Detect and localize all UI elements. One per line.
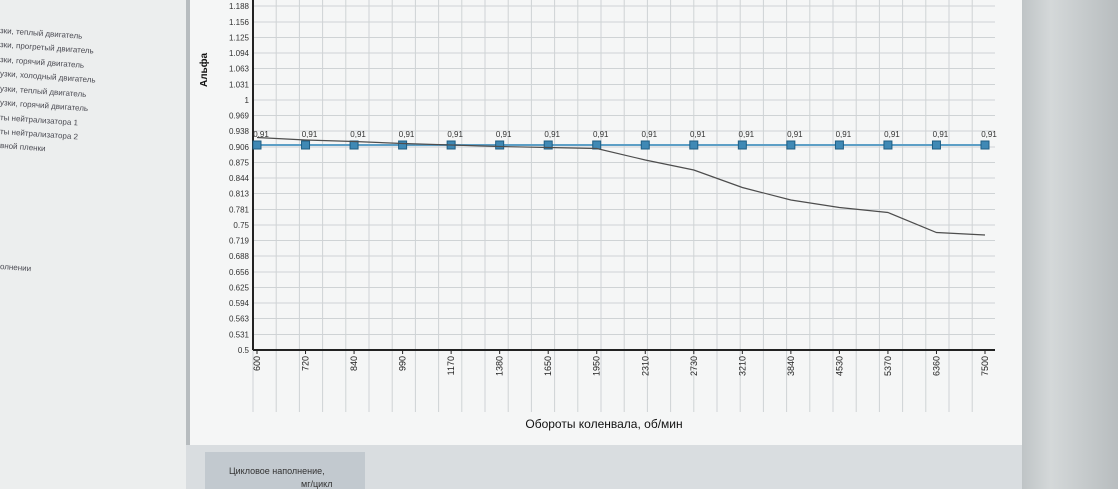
y-tick-label: 0.563 [229, 315, 250, 324]
legend-item[interactable]: зки, прогретый двигатель [0, 40, 95, 56]
legend-item[interactable]: узки, теплый двигатель [0, 84, 87, 100]
data-label: 0,91 [690, 130, 706, 139]
y-tick-label: 1.188 [229, 2, 250, 11]
y-tick-label: 0.969 [229, 112, 250, 121]
y-tick-label: 1 [245, 96, 250, 105]
data-label: 0,91 [350, 130, 366, 139]
data-label: 0,91 [641, 130, 657, 139]
x-tick-label: 4530 [834, 356, 844, 376]
data-label: 0,91 [981, 130, 997, 139]
y-tick-label: 0.5 [238, 346, 250, 355]
x-tick-label: 3210 [737, 356, 747, 376]
legend-item[interactable]: зки, теплый двигатель [0, 26, 83, 41]
panel-splitter[interactable] [186, 0, 190, 489]
y-tick-label: 0.875 [229, 159, 250, 168]
left-panel: зки, теплый двигатель зки, прогретый дви… [0, 0, 190, 489]
x-tick-label: 1950 [592, 356, 602, 376]
data-point [931, 140, 941, 150]
data-label: 0,91 [933, 130, 949, 139]
data-point [495, 140, 505, 150]
legend-note: олнении [0, 262, 32, 274]
legend-item[interactable]: ты нейтрализатора 2 [0, 127, 79, 142]
data-point [737, 140, 747, 150]
data-point [834, 140, 844, 150]
data-label: 0,91 [593, 130, 609, 139]
x-tick-label: 7500 [980, 356, 990, 376]
y-tick-label: 0.594 [229, 299, 250, 308]
y-tick-label: 0.688 [229, 252, 250, 261]
data-label: 0,91 [836, 130, 852, 139]
data-point [301, 140, 311, 150]
y-tick-label: 1.094 [229, 49, 250, 58]
data-label: 0,91 [884, 130, 900, 139]
data-point [980, 140, 990, 150]
x-tick-label: 6360 [931, 356, 941, 376]
data-label: 0,91 [302, 130, 318, 139]
y-tick-label: 0.906 [229, 143, 250, 152]
bottom-table-header-line2: мг/цикл [301, 479, 333, 489]
x-tick-label: 1170 [446, 356, 456, 375]
legend-item[interactable]: вной пленки [0, 141, 46, 154]
y-tick-label: 0.75 [233, 221, 249, 230]
y-tick-label: 0.656 [229, 268, 250, 277]
data-point [689, 140, 699, 150]
bottom-table-header-cell: Цикловое наполнение, мг/цикл [205, 452, 365, 489]
y-tick-label: 1.063 [229, 65, 250, 74]
data-label: 0,91 [544, 130, 560, 139]
y-tick-label: 0.844 [229, 174, 250, 183]
data-point [543, 140, 553, 150]
y-tick-label: 0.813 [229, 190, 250, 199]
y-tick-label: 1.031 [229, 81, 250, 90]
legend-item[interactable]: узки, холодный двигатель [0, 69, 96, 85]
monitor-bezel [1022, 0, 1118, 489]
y-tick-label: 0.719 [229, 237, 250, 246]
legend-item[interactable]: ты нейтрализатора 1 [0, 113, 79, 128]
chart-svg: 0.5 0.531 0.563 0.594 0.625 0.656 0.688 0.719 0.… [198, 0, 997, 431]
x-tick-label: 720 [301, 356, 311, 371]
data-label: 0,91 [787, 130, 803, 139]
data-label: 0,91 [253, 130, 269, 139]
data-point [640, 140, 650, 150]
y-tick-label: 0.781 [229, 206, 250, 215]
data-label: 0,91 [739, 130, 755, 139]
x-tick-label: 1650 [543, 356, 553, 376]
x-tick-label: 5370 [883, 356, 893, 376]
x-tick-label: 840 [349, 356, 359, 371]
data-point [883, 140, 893, 150]
x-tick-label: 2730 [689, 356, 699, 376]
legend-item[interactable]: зки, горячий двигатель [0, 55, 85, 70]
data-label: 0,91 [496, 130, 512, 139]
x-tick-label: 990 [398, 356, 408, 371]
y-tick-label: 1.156 [229, 18, 250, 27]
data-label: 0,91 [399, 130, 415, 139]
x-tick-label: 3840 [786, 356, 796, 376]
data-point [252, 140, 262, 150]
data-point [592, 140, 602, 150]
data-point [786, 140, 796, 150]
x-tick-label: 600 [252, 356, 262, 371]
series-line [256, 136, 986, 236]
y-tick-label: 1.125 [229, 34, 250, 43]
y-axis-title: Альфа [198, 53, 210, 87]
x-axis-title: Обороты коленвала, об/мин [525, 417, 682, 431]
bottom-table-header-line1: Цикловое наполнение, [229, 466, 325, 476]
y-tick-label: 0.938 [229, 127, 250, 136]
y-tick-label: 0.625 [229, 284, 250, 293]
x-tick-label: 1380 [495, 356, 505, 376]
x-tick-label: 2310 [640, 356, 650, 376]
data-point [398, 140, 408, 150]
data-label: 0,91 [447, 130, 463, 139]
legend-item[interactable]: узки, горячий двигатель [0, 98, 89, 114]
y-tick-label: 0.531 [229, 331, 250, 340]
